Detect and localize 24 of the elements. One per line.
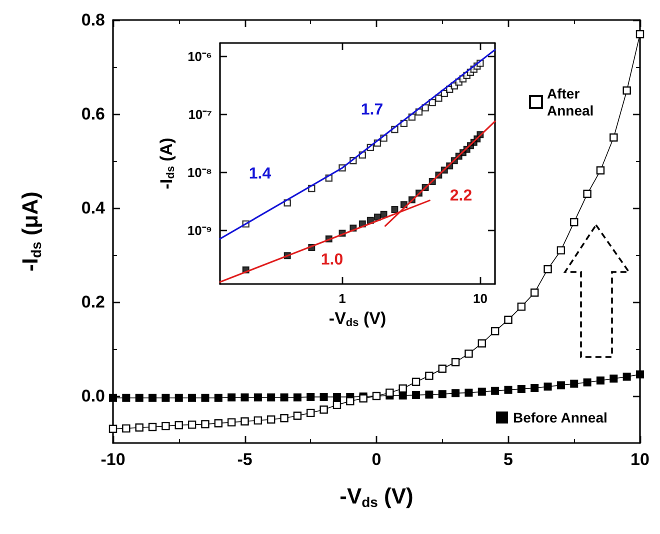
y-axis-title: -Ids (A) [157, 138, 177, 190]
legend-label: Before Anneal [513, 410, 608, 426]
x-tick-label: -5 [237, 450, 252, 469]
y-tick-label: 0.2 [81, 292, 105, 312]
x-tick-label: 10 [472, 291, 488, 306]
x-tick-label: 0 [372, 450, 382, 469]
y-tick-label: 10⁻⁸ [187, 164, 212, 180]
y-tick-label: 0.8 [81, 10, 105, 30]
annotation: 1.0 [320, 252, 344, 268]
legend-label: After Anneal [547, 86, 594, 118]
x-tick-label: 5 [504, 450, 513, 469]
y-tick-label: 0.4 [81, 198, 106, 218]
x-tick-label: -10 [100, 450, 126, 469]
y-tick-label: 0.6 [81, 104, 105, 124]
annotation: 1.4 [248, 166, 272, 182]
x-tick-label: 10 [630, 450, 650, 469]
y-tick-label: 10⁻⁹ [187, 223, 212, 238]
y-tick-label: 10⁻⁷ [188, 106, 212, 122]
y-tick-label: 10⁻⁶ [188, 48, 212, 64]
annotation: 1.7 [360, 102, 384, 118]
annotation: 2.2 [450, 188, 472, 204]
y-axis-title: -Ids (μA) [18, 192, 44, 272]
y-tick-label: 0.0 [81, 386, 105, 406]
x-tick-label: 1 [338, 291, 346, 306]
